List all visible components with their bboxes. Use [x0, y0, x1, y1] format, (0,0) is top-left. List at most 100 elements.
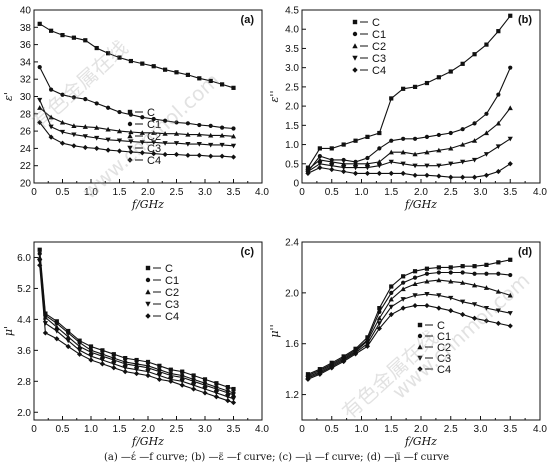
data-point: [134, 370, 140, 377]
data-point: [106, 51, 111, 56]
data-point: [88, 349, 94, 355]
data-point: [71, 95, 76, 100]
legend-label: C3: [372, 53, 386, 65]
data-point: [156, 376, 162, 382]
data-point: [460, 127, 465, 132]
legend-entry-c1: C1: [417, 331, 451, 343]
data-point: [412, 275, 418, 280]
data-point: [94, 145, 100, 151]
data-point: [507, 136, 513, 142]
data-point: [185, 72, 190, 77]
data-point: [139, 150, 145, 156]
data-point: [412, 293, 418, 298]
data-point: [376, 163, 382, 169]
data-point: [305, 170, 311, 176]
data-point: [219, 142, 225, 148]
x-axis-label: f/GHz: [131, 198, 164, 211]
x-tick-label: 3.5: [503, 424, 517, 435]
data-point: [128, 149, 134, 155]
data-point: [401, 86, 406, 91]
data-point: [483, 318, 490, 324]
y-tick-label: 0: [293, 179, 299, 190]
data-point: [448, 265, 453, 270]
y-tick-label: 2.8: [17, 377, 31, 388]
data-point: [83, 96, 88, 102]
data-point: [412, 281, 418, 287]
legend-label: C3: [165, 299, 179, 311]
data-point: [484, 262, 489, 267]
y-tick-label: 1.6: [285, 339, 299, 350]
panel-label: (a): [241, 14, 255, 26]
legend-label: C: [165, 263, 173, 275]
data-point: [230, 399, 237, 406]
data-point: [424, 278, 430, 284]
data-point: [220, 82, 225, 87]
series-c4: [37, 262, 237, 406]
data-point: [168, 367, 173, 372]
data-point: [191, 386, 197, 392]
data-point: [412, 302, 418, 309]
data-point: [225, 398, 231, 404]
data-point: [185, 131, 191, 137]
data-point: [329, 166, 335, 173]
data-point: [197, 76, 202, 81]
data-point: [508, 13, 513, 18]
legend-label: C4: [372, 65, 386, 77]
data-point: [230, 392, 237, 397]
legend-marker: [417, 366, 423, 372]
legend-marker: [145, 301, 151, 307]
x-tick-label: 0.5: [56, 187, 70, 198]
data-point: [472, 52, 477, 57]
legend-label: C4: [165, 311, 179, 323]
legend-label: C3: [437, 353, 451, 365]
legend-marker: [127, 133, 133, 139]
data-point: [94, 125, 100, 130]
data-point: [37, 259, 43, 264]
data-point: [424, 134, 430, 139]
data-point: [134, 363, 140, 368]
data-point: [196, 141, 202, 147]
data-point: [140, 61, 145, 66]
data-point: [496, 271, 501, 276]
data-point: [105, 147, 111, 153]
chart-panel-a: 0 0.5 1.0 1.5 2.0 2.5 3.0 3.5 4.0 20 22 24 26 28 30 32 3…: [2, 6, 269, 212]
data-point: [436, 132, 441, 138]
data-point: [202, 386, 208, 392]
panel-label: (d): [518, 246, 532, 258]
data-point: [116, 138, 123, 144]
x-tick-label: 3.5: [227, 187, 241, 198]
data-point: [483, 130, 490, 136]
y-tick-label: 40: [20, 6, 32, 17]
y-axis-label: ε': [2, 92, 15, 101]
x-tick-label: 1.5: [113, 424, 127, 435]
x-axis-label: f/GHz: [404, 198, 437, 211]
legend-label: C4: [437, 364, 451, 376]
data-point: [111, 352, 116, 357]
x-tick-label: 3.0: [474, 187, 488, 198]
data-point: [82, 124, 88, 129]
data-point: [185, 152, 191, 158]
data-point: [71, 35, 76, 40]
y-tick-label: 2.0: [17, 408, 31, 419]
series-line: [307, 15, 511, 168]
data-point: [341, 358, 347, 365]
series-c3: [305, 136, 513, 175]
data-point: [82, 134, 88, 139]
data-point: [145, 365, 151, 370]
data-point: [196, 152, 202, 158]
legend-entry-c1: C1: [127, 119, 161, 131]
chart-panel-d: 0 0.5 1.0 1.5 2.0 2.5 3.0 3.5 4.0 1.2 1.6 2.0 2.4 f/G…: [268, 238, 547, 449]
data-point: [219, 132, 225, 138]
legend-entry-c2: C2: [352, 41, 386, 53]
data-point: [128, 112, 133, 117]
data-point: [214, 381, 219, 386]
data-point: [65, 343, 71, 350]
y-tick-label: 1.0: [285, 140, 299, 151]
data-point: [77, 348, 83, 353]
data-point: [412, 151, 418, 157]
data-point: [37, 119, 43, 126]
data-point: [65, 338, 71, 344]
legend-marker: [417, 322, 423, 328]
data-point: [191, 373, 196, 378]
legend-marker: [145, 277, 151, 283]
